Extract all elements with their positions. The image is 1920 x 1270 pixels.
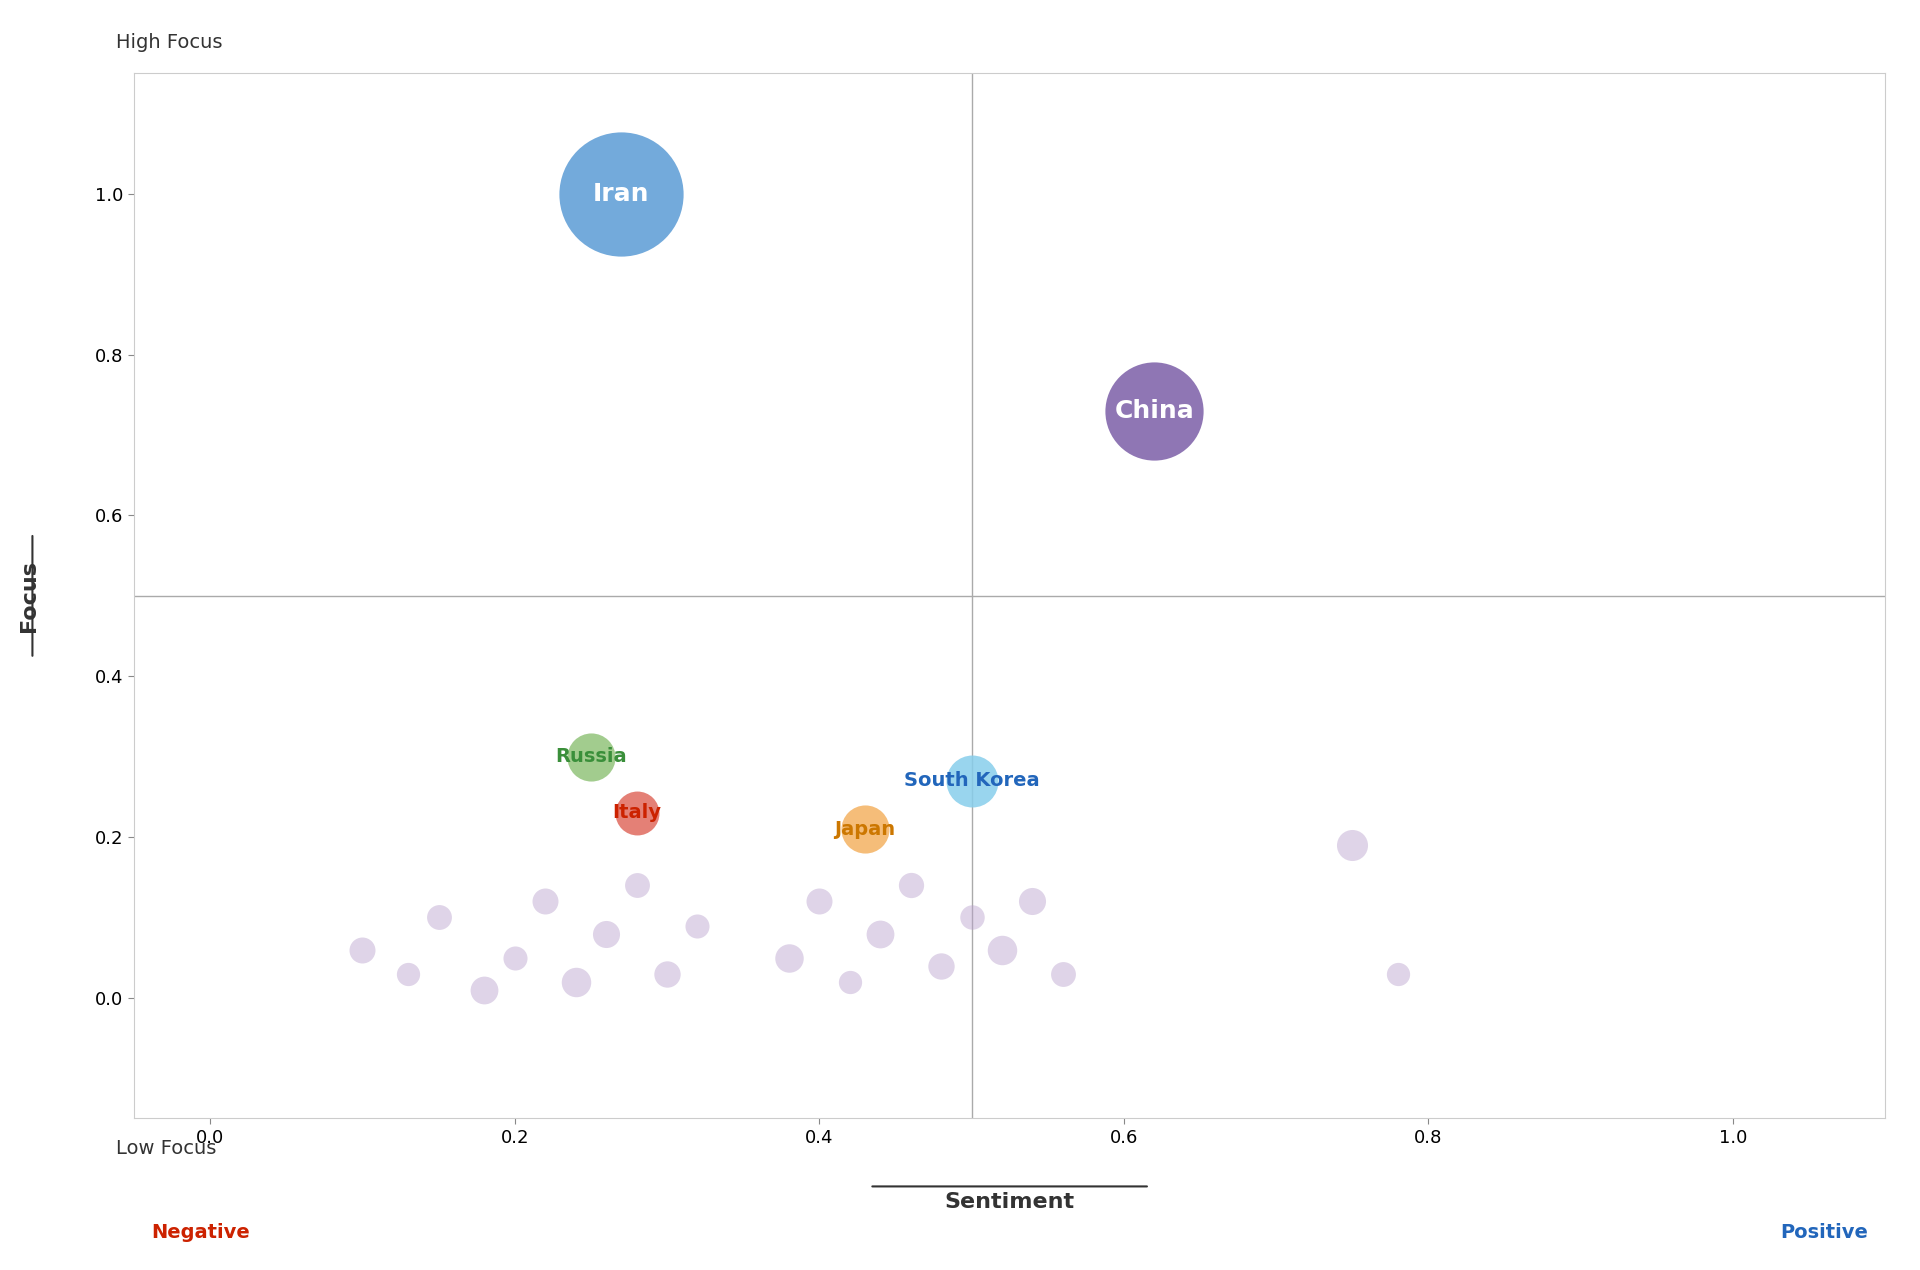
Point	[1382, 964, 1413, 984]
Point	[1336, 834, 1367, 855]
Point	[591, 923, 622, 944]
Point	[422, 907, 453, 927]
Text: Focus: Focus	[19, 560, 38, 632]
Point	[925, 955, 956, 975]
Point	[561, 972, 591, 992]
Point	[651, 964, 682, 984]
Text: Low Focus: Low Focus	[117, 1139, 217, 1158]
Text: Positive: Positive	[1780, 1223, 1868, 1242]
Point	[835, 972, 866, 992]
Point	[774, 947, 804, 968]
Text: South Korea: South Korea	[904, 771, 1039, 790]
Point	[851, 819, 881, 839]
Point	[499, 947, 530, 968]
Point	[682, 916, 712, 936]
Text: Iran: Iran	[593, 182, 649, 206]
Point	[1018, 892, 1048, 912]
Point	[895, 875, 925, 895]
Text: Sentiment: Sentiment	[945, 1191, 1075, 1212]
Point	[956, 907, 987, 927]
Point	[622, 875, 653, 895]
Text: High Focus: High Focus	[117, 33, 223, 52]
Point	[1139, 401, 1169, 422]
Point	[394, 964, 424, 984]
Point	[348, 940, 378, 960]
Point	[622, 803, 653, 823]
Point	[864, 923, 895, 944]
Point	[1048, 964, 1079, 984]
Point	[804, 892, 835, 912]
Text: Japan: Japan	[835, 819, 895, 838]
Text: Russia: Russia	[555, 747, 626, 766]
Text: Italy: Italy	[612, 804, 660, 823]
Point	[607, 184, 637, 204]
Point	[987, 940, 1018, 960]
Point	[530, 892, 561, 912]
Text: China: China	[1114, 399, 1194, 423]
Point	[576, 747, 607, 767]
Point	[468, 979, 499, 999]
Text: Negative: Negative	[152, 1223, 250, 1242]
Point	[956, 771, 987, 791]
